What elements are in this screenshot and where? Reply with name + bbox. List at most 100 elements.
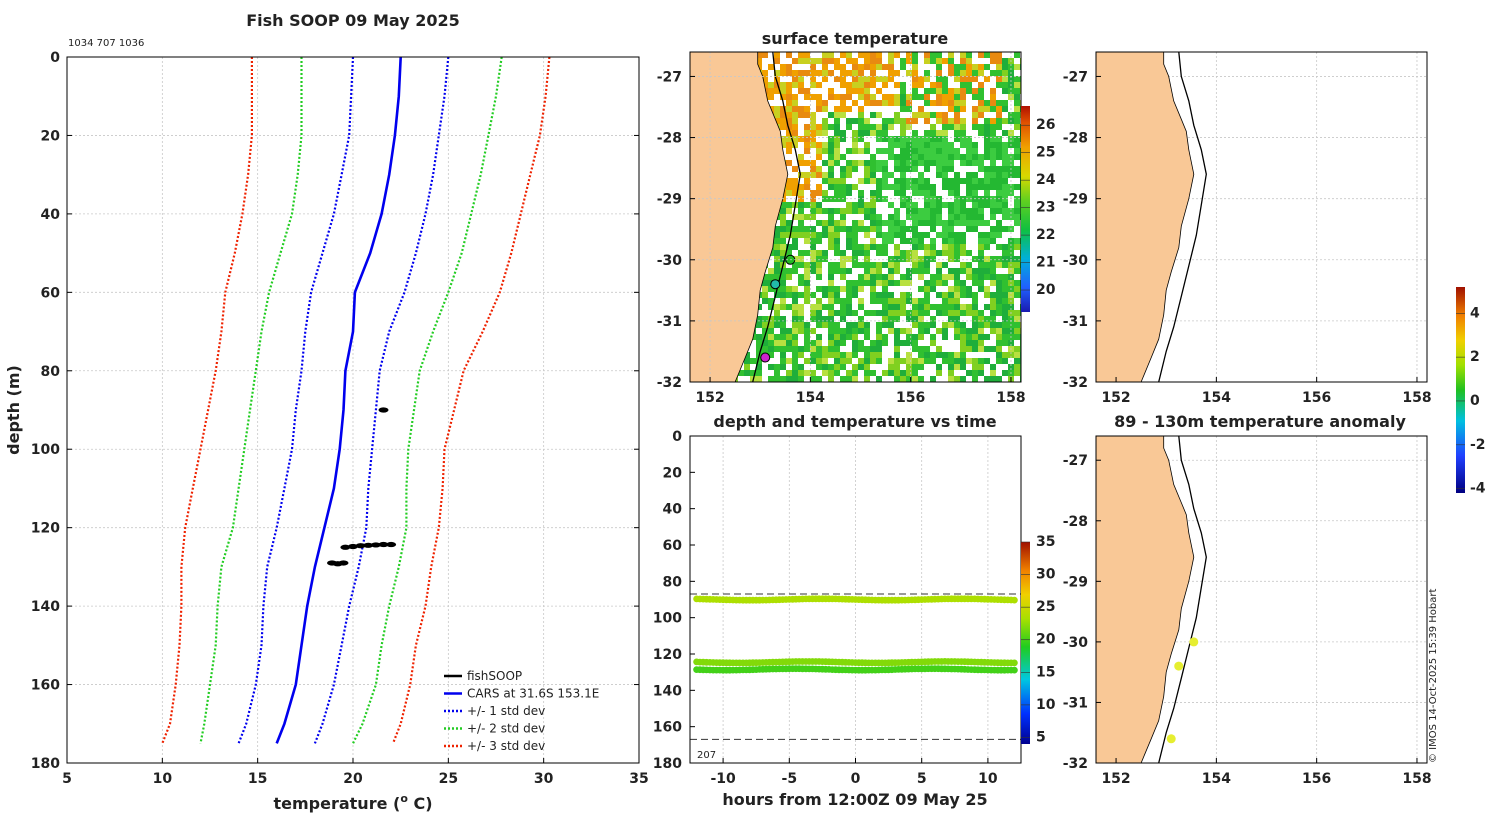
sst-pixel xyxy=(954,370,960,376)
sst-pixel xyxy=(942,64,948,70)
sst-pixel xyxy=(804,208,810,214)
sst-pixel xyxy=(942,316,948,322)
sst-pixel xyxy=(852,160,858,166)
sst-pixel xyxy=(810,118,816,124)
sst-pixel xyxy=(948,226,954,232)
sst-pixel xyxy=(822,214,828,220)
sst-pixel xyxy=(912,232,918,238)
sst-pixel xyxy=(870,196,876,202)
sst-pixel xyxy=(804,298,810,304)
sst-pixel xyxy=(936,160,942,166)
sst-pixel xyxy=(774,268,780,274)
sst-pixel xyxy=(834,196,840,202)
sst-pixel xyxy=(918,220,924,226)
sst-pixel xyxy=(792,244,798,250)
sst-pixel xyxy=(864,328,870,334)
sst-pixel xyxy=(912,316,918,322)
sst-pixel xyxy=(780,364,786,370)
sst-pixel xyxy=(978,310,984,316)
sst-pixel xyxy=(894,70,900,76)
sst-pixel xyxy=(972,130,978,136)
sst-pixel xyxy=(744,358,750,364)
sst-pixel xyxy=(984,376,990,382)
sst-pixel xyxy=(894,100,900,106)
sst-pixel xyxy=(888,52,894,58)
sst-pixel xyxy=(810,226,816,232)
sst-pixel xyxy=(798,58,804,64)
sst-pixel xyxy=(852,136,858,142)
sst-pixel xyxy=(822,220,828,226)
sst-pixel xyxy=(984,100,990,106)
sst-pixel xyxy=(882,124,888,130)
sst-pixel xyxy=(936,316,942,322)
sst-pixel xyxy=(1008,328,1014,334)
sst-pixel xyxy=(768,334,774,340)
sst-pixel xyxy=(996,298,1002,304)
sst-pixel xyxy=(1014,184,1020,190)
sst-pixel xyxy=(858,100,864,106)
sst-pixel xyxy=(828,256,834,262)
sst-pixel xyxy=(870,190,876,196)
sst-pixel xyxy=(858,82,864,88)
sst-pixel xyxy=(816,214,822,220)
sst-pixel xyxy=(858,226,864,232)
sst-pixel xyxy=(984,106,990,112)
sst-pixel xyxy=(762,340,768,346)
anomaly-map-y-tick-label: -32 xyxy=(1063,756,1088,772)
sst-pixel xyxy=(924,256,930,262)
depth-time-dashed-lines xyxy=(690,593,1021,740)
sst-pixel xyxy=(774,322,780,328)
sst-pixel xyxy=(924,316,930,322)
sst-pixel xyxy=(900,172,906,178)
sst-pixel xyxy=(918,118,924,124)
sst-pixel xyxy=(894,292,900,298)
sst-pixel xyxy=(792,142,798,148)
sst-pixel xyxy=(882,238,888,244)
sst-pixel xyxy=(870,262,876,268)
sst-pixel xyxy=(804,310,810,316)
sst-pixel xyxy=(900,346,906,352)
sst-pixel xyxy=(864,370,870,376)
sst-pixel xyxy=(882,184,888,190)
sst-pixel xyxy=(786,64,792,70)
sst-pixel xyxy=(846,214,852,220)
sst-pixel xyxy=(852,370,858,376)
sst-pixel xyxy=(996,130,1002,136)
sst-pixel xyxy=(954,142,960,148)
sst-pixel xyxy=(786,292,792,298)
sst-pixel xyxy=(966,178,972,184)
sst-pixel xyxy=(768,58,774,64)
sst-pixel xyxy=(990,136,996,142)
sst-pixel xyxy=(888,184,894,190)
sst-pixel xyxy=(882,280,888,286)
sst-pixel xyxy=(894,250,900,256)
sst-pixel xyxy=(792,178,798,184)
sst-pixel xyxy=(864,334,870,340)
sst-pixel xyxy=(852,202,858,208)
sst-pixel xyxy=(834,148,840,154)
sst-pixel xyxy=(966,292,972,298)
sst-pixel xyxy=(942,304,948,310)
sst-pixel xyxy=(882,346,888,352)
sst-pixel xyxy=(942,214,948,220)
sst-pixel xyxy=(996,364,1002,370)
sst-pixel xyxy=(858,154,864,160)
sst-pixel xyxy=(858,160,864,166)
sst-pixel xyxy=(786,322,792,328)
sst-pixel xyxy=(840,166,846,172)
sst-pixel xyxy=(996,370,1002,376)
sst-pixel xyxy=(936,214,942,220)
sst-pixel xyxy=(846,142,852,148)
sst-pixel xyxy=(990,190,996,196)
sst-pixel xyxy=(858,112,864,118)
sst-pixel xyxy=(888,202,894,208)
sst-map-y-tick-label: -28 xyxy=(657,131,682,147)
sst-pixel xyxy=(912,364,918,370)
sst-pixel xyxy=(792,268,798,274)
sst-pixel xyxy=(948,238,954,244)
fishsoop-point xyxy=(355,543,366,549)
sst-pixel xyxy=(978,190,984,196)
sst-pixel xyxy=(984,274,990,280)
sst-pixel xyxy=(996,352,1002,358)
